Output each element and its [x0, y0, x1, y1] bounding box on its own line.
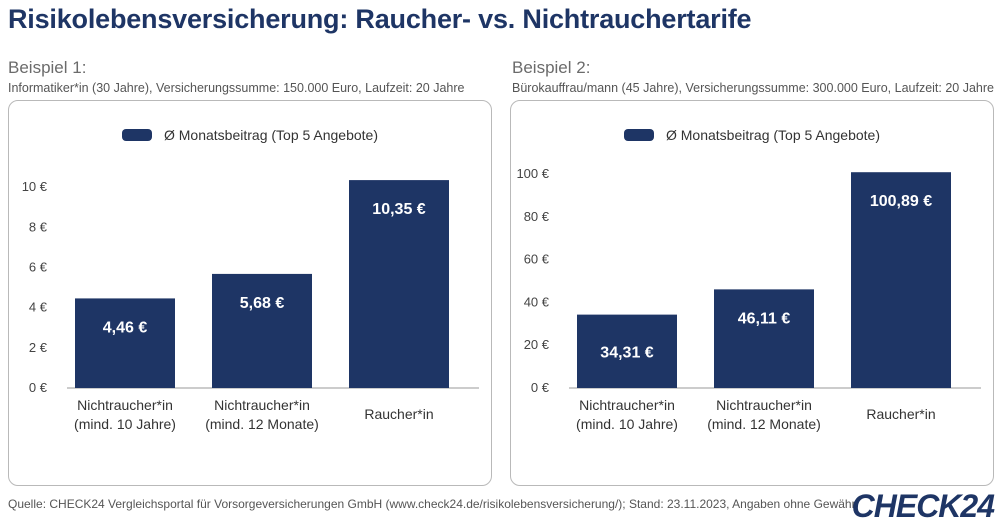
chart-legend: Ø Monatsbeitrag (Top 5 Angebote) [9, 127, 491, 143]
category-label: Raucher*in [866, 406, 935, 422]
example-1-description: Informatiker*in (30 Jahre), Versicherung… [8, 81, 465, 95]
legend-swatch [623, 129, 654, 141]
bar-data-label: 46,11 € [738, 310, 791, 327]
check24-logo: CHECK24 [851, 488, 995, 524]
category-label: (mind. 12 Monate) [707, 416, 821, 432]
example-2-label: Beispiel 2: [512, 58, 591, 77]
category-label: Nichtraucher*in [214, 397, 310, 413]
bar [577, 314, 677, 388]
y-tick-label: 100 € [516, 166, 549, 181]
category-label: Nichtraucher*in [579, 397, 675, 413]
y-tick-label: 8 € [29, 219, 48, 234]
bar-data-label: 100,89 € [870, 193, 932, 210]
chart-legend: Ø Monatsbeitrag (Top 5 Angebote) [511, 127, 993, 143]
bar [75, 298, 175, 388]
source-footer: Quelle: CHECK24 Vergleichsportal für Vor… [8, 497, 856, 511]
y-tick-label: 10 € [22, 179, 48, 194]
y-tick-label: 0 € [29, 380, 48, 395]
category-label: Nichtraucher*in [716, 397, 812, 413]
bar [851, 172, 951, 388]
y-tick-label: 2 € [29, 340, 48, 355]
category-label: (mind. 10 Jahre) [576, 416, 678, 432]
category-label: (mind. 12 Monate) [205, 416, 319, 432]
category-label: Raucher*in [364, 406, 433, 422]
legend-label: Ø Monatsbeitrag (Top 5 Angebote) [163, 127, 379, 143]
y-tick-label: 6 € [29, 259, 48, 274]
category-label: Nichtraucher*in [77, 397, 173, 413]
chart-panel-2: Ø Monatsbeitrag (Top 5 Angebote) 0 € 20 €… [510, 100, 994, 486]
bar-data-label: 4,46 € [103, 319, 148, 336]
legend-swatch [121, 129, 152, 141]
y-tick-label: 80 € [524, 209, 550, 224]
y-tick-label: 60 € [524, 252, 550, 267]
bar [349, 180, 449, 388]
page-title: Risikolebensversicherung: Raucher- vs. N… [8, 4, 752, 34]
bar-data-label: 34,31 € [600, 344, 653, 361]
bar [714, 289, 814, 388]
y-tick-label: 0 € [531, 380, 550, 395]
example-2-description: Bürokauffrau/mann (45 Jahre), Versicheru… [512, 81, 994, 95]
chart-panel-1: Ø Monatsbeitrag (Top 5 Angebote) 0 € 2 € 4… [8, 100, 492, 486]
legend-label: Ø Monatsbeitrag (Top 5 Angebote) [665, 127, 881, 143]
bar-chart-2: 0 € 20 € 40 € 60 € 80 € 100 € 34,31 € Nichtrauc… [516, 166, 981, 432]
bar-chart-1: 0 € 2 € 4 € 6 € 8 € 10 € 4,46 € Nichtraucher*in… [22, 179, 479, 432]
y-tick-label: 40 € [524, 294, 550, 309]
y-tick-label: 4 € [29, 300, 48, 315]
bar-data-label: 10,35 € [372, 201, 425, 218]
y-tick-label: 20 € [524, 337, 550, 352]
bar [212, 273, 312, 388]
bar-data-label: 5,68 € [240, 295, 285, 312]
example-1-label: Beispiel 1: [8, 58, 87, 77]
category-label: (mind. 10 Jahre) [74, 416, 176, 432]
